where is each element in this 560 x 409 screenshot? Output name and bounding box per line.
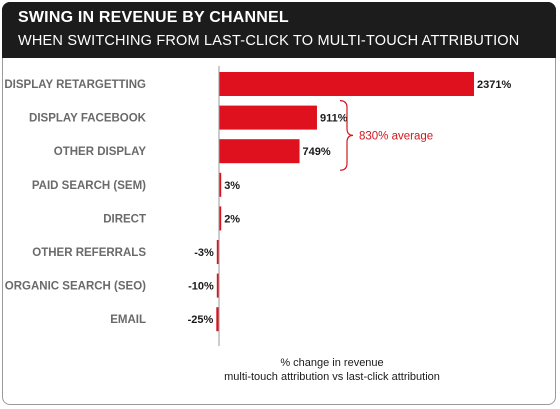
average-brace [339, 100, 354, 171]
category-label-other-display: OTHER DISPLAY [54, 146, 147, 158]
value-label-other-referrals: -3% [194, 247, 214, 259]
bar-paid-search-sem [219, 172, 222, 197]
category-label-organic-search-seo: ORGANIC SEARCH (SEO) [5, 281, 146, 293]
value-label-display-retargetting: 2371% [477, 79, 511, 91]
value-label-display-facebook: 911% [320, 113, 348, 125]
chart-subtitle: WHEN SWITCHING FROM LAST-CLICK TO MULTI-… [18, 33, 520, 49]
category-label-other-referrals: OTHER REFERRALS [32, 247, 146, 259]
bar-display-retargetting [219, 72, 474, 96]
x-axis-label-line2: multi-touch attribution vs last-click at… [224, 371, 440, 383]
average-annotation: 830% average [359, 130, 433, 142]
value-label-email: -25% [188, 314, 214, 326]
bar-email [216, 307, 219, 332]
value-label-direct: 2% [224, 213, 240, 225]
value-label-organic-search-seo: -10% [188, 281, 214, 293]
bar-other-display [219, 139, 300, 164]
category-label-direct: DIRECT [103, 213, 146, 225]
bar-direct [219, 206, 222, 231]
category-label-display-facebook: DISPLAY FACEBOOK [29, 113, 147, 125]
category-label-email: EMAIL [110, 314, 146, 326]
value-label-paid-search-sem: 3% [224, 180, 240, 192]
bar-other-referrals [216, 240, 219, 264]
chart-frame [2, 2, 556, 405]
chart-title: SWING IN REVENUE BY CHANNEL [18, 9, 289, 26]
chart-header: SWING IN REVENUE BY CHANNEL WHEN SWITCHI… [2, 2, 556, 58]
bar-display-facebook [219, 105, 317, 130]
category-label-display-retargetting: DISPLAY RETARGETTING [4, 79, 146, 91]
value-label-other-display: 749% [303, 146, 331, 158]
bar-organic-search-seo [216, 273, 219, 298]
x-axis-label-line1: % change in revenue [280, 357, 383, 369]
category-label-paid-search-sem: PAID SEARCH (SEM) [32, 180, 146, 192]
